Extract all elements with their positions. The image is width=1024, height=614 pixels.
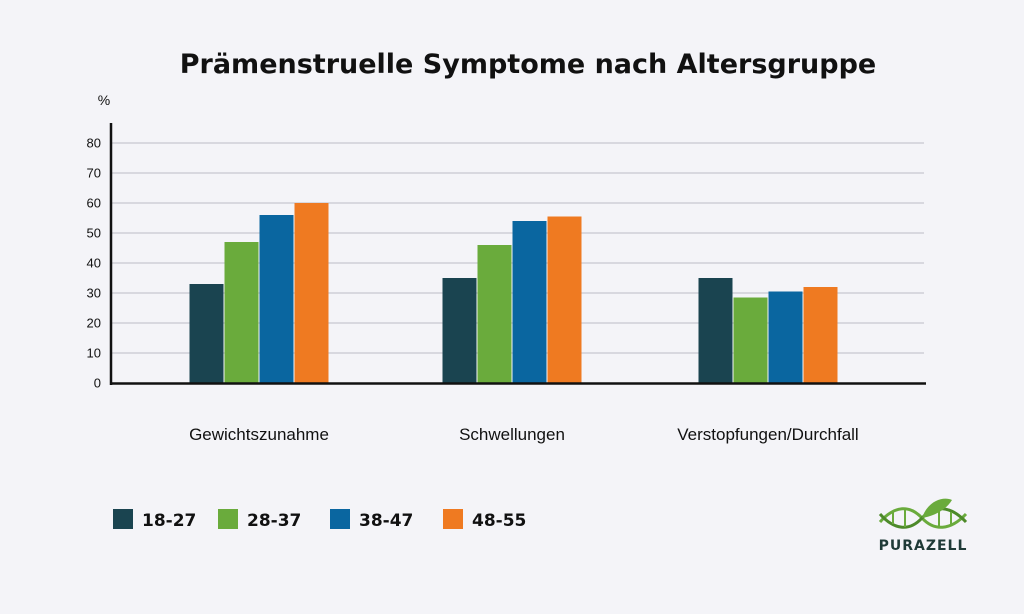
bar-48-55-Gewichtszunahme [294,203,329,383]
bar-18-27-Gewichtszunahme [189,284,224,383]
y-tick-labels: 0 10 20 30 40 50 60 70 80 [87,136,101,391]
legend: 18-27 28-37 38-47 48-55 [113,509,526,531]
y-tick-label: 50 [87,226,101,241]
legend-swatch-38-47 [330,509,350,529]
bars [189,203,838,383]
bar-48-55-Verstopfungen/Durchfall [803,287,838,383]
bar-38-47-Schwellungen [512,221,547,383]
y-tick-label: 60 [87,196,101,211]
legend-swatch-28-37 [218,509,238,529]
legend-label: 48-55 [472,511,526,531]
legend-label: 38-47 [359,511,413,531]
y-axis-unit: % [98,92,110,108]
legend-label: 18-27 [142,511,196,531]
dna-leaf-icon [878,498,968,529]
bar-28-37-Verstopfungen/Durchfall [733,297,768,383]
y-tick-label: 20 [87,316,101,331]
bar-48-55-Schwellungen [547,216,582,383]
category-labels: Gewichtszunahme Schwellungen Verstopfungen… [189,425,859,444]
chart-title: Prämenstruelle Symptome nach Altersgrupp… [180,49,877,80]
legend-label: 28-37 [247,511,301,531]
y-tick-label: 80 [87,136,101,151]
bar-38-47-Gewichtszunahme [259,215,294,383]
bar-38-47-Verstopfungen/Durchfall [768,291,803,383]
purazell-logo: PURAZELL [878,498,968,554]
legend-swatch-48-55 [443,509,463,529]
category-label: Verstopfungen/Durchfall [677,425,858,444]
bar-18-27-Schwellungen [442,278,477,383]
y-tick-label: 70 [87,166,101,181]
legend-swatch-18-27 [113,509,133,529]
category-label: Gewichtszunahme [189,425,329,444]
logo-text: PURAZELL [879,538,968,554]
category-label: Schwellungen [459,425,565,444]
bar-18-27-Verstopfungen/Durchfall [698,278,733,383]
bar-28-37-Gewichtszunahme [224,242,259,383]
y-tick-label: 30 [87,286,101,301]
bar-28-37-Schwellungen [477,245,512,383]
y-tick-label: 40 [87,256,101,271]
y-tick-label: 10 [87,346,101,361]
y-tick-label: 0 [94,376,101,391]
